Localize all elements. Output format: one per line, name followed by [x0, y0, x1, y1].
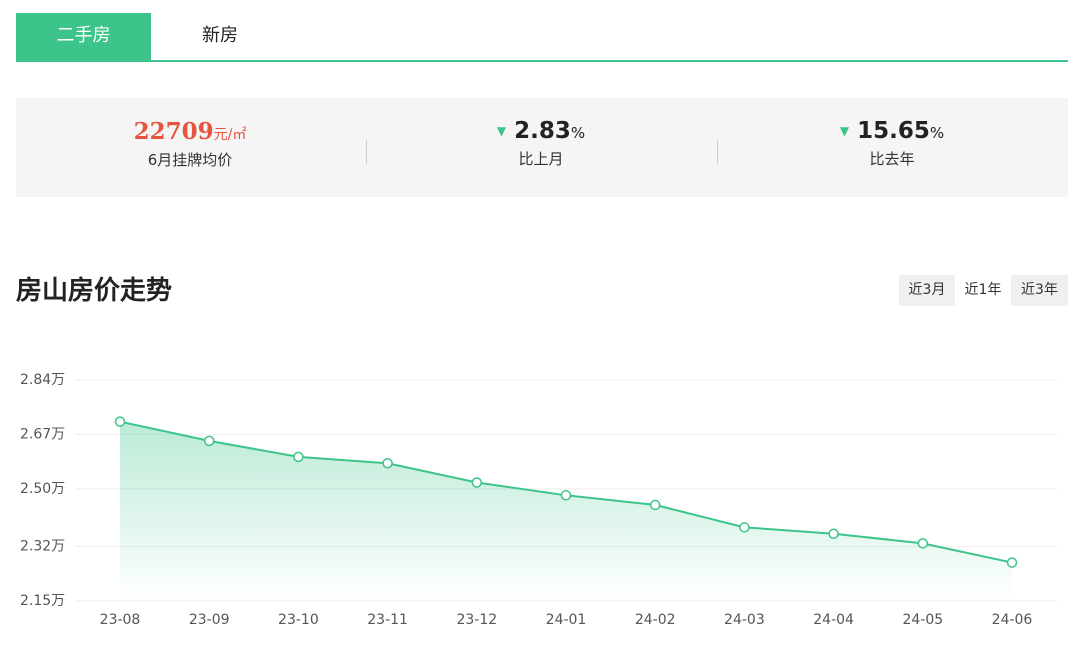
y-tick-label: 2.84万	[20, 372, 65, 388]
stats-panel	[16, 98, 1068, 197]
stat: ▼ 2.83% 比上月	[391, 118, 691, 169]
stat-unit: %	[929, 124, 945, 142]
x-tick-label: 23-10	[278, 612, 319, 628]
point	[293, 451, 304, 463]
chart-title: 房山房价走势	[16, 276, 173, 306]
area	[120, 421, 1012, 601]
range-button[interactable]: 近3年	[1011, 275, 1068, 306]
x-tick-label: 24-03	[724, 612, 765, 628]
stat-label: 比去年	[869, 150, 915, 168]
stat-unit: %	[570, 124, 586, 142]
point	[1006, 557, 1018, 568]
x-tick-label: 24-02	[635, 612, 676, 628]
divider	[717, 140, 718, 164]
y-tick-label: 2.32万	[20, 539, 65, 555]
tab-underline	[16, 60, 1068, 62]
tab[interactable]: 二手房	[16, 13, 151, 61]
x-tick-label: 24-01	[546, 612, 587, 628]
point	[828, 528, 839, 539]
y-tick-label: 2.50万	[20, 481, 65, 497]
point	[114, 416, 126, 427]
stat-unit: 元/㎡	[213, 127, 247, 143]
stat-value: 2.83	[514, 118, 571, 144]
point	[739, 522, 750, 533]
down-arrow: ▼	[839, 124, 850, 138]
x-tick-label: 23-11	[367, 612, 408, 628]
point	[382, 458, 393, 469]
x-tick-label: 23-09	[189, 612, 230, 628]
point	[649, 499, 661, 511]
stat-label: 6月挂牌均价	[147, 151, 233, 169]
x-tick-label: 23-08	[100, 612, 141, 628]
y-tick-label: 2.67万	[20, 426, 65, 442]
range-button[interactable]: 近3月	[899, 275, 955, 306]
x-tick-label: 23-12	[456, 612, 497, 628]
divider	[366, 140, 367, 164]
stat: 22709元/㎡ 6月挂牌均价	[40, 118, 340, 170]
range-button[interactable]: 近1年	[956, 275, 1010, 306]
point	[471, 477, 483, 488]
point	[917, 538, 929, 549]
point	[560, 490, 572, 501]
point	[203, 435, 215, 447]
tab[interactable]: 新房	[202, 25, 238, 46]
stat: ▼ 15.65% 比去年	[742, 118, 1042, 169]
stat-label: 比上月	[518, 150, 564, 168]
x-tick-label: 24-06	[992, 612, 1033, 628]
y-tick-label: 2.15万	[20, 593, 65, 609]
stat-value: 15.65	[857, 118, 930, 144]
stat-value: 22709	[133, 118, 214, 145]
x-tick-label: 24-04	[813, 612, 854, 628]
x-tick-label: 24-05	[902, 612, 943, 628]
down-arrow: ▼	[496, 124, 507, 138]
